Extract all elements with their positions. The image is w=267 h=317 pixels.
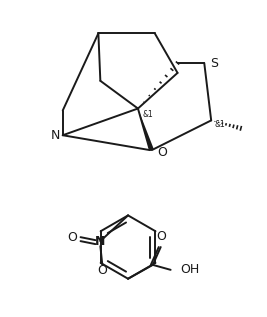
Text: &1: &1: [214, 120, 225, 129]
Text: OH: OH: [180, 263, 200, 276]
Text: N: N: [95, 235, 105, 248]
Text: O: O: [156, 230, 166, 243]
Text: S: S: [210, 56, 218, 69]
Text: &1: &1: [143, 110, 154, 119]
Text: O: O: [68, 231, 78, 244]
Polygon shape: [138, 108, 154, 151]
Text: O: O: [97, 264, 107, 277]
Text: N: N: [51, 129, 61, 142]
Text: O: O: [158, 146, 168, 158]
